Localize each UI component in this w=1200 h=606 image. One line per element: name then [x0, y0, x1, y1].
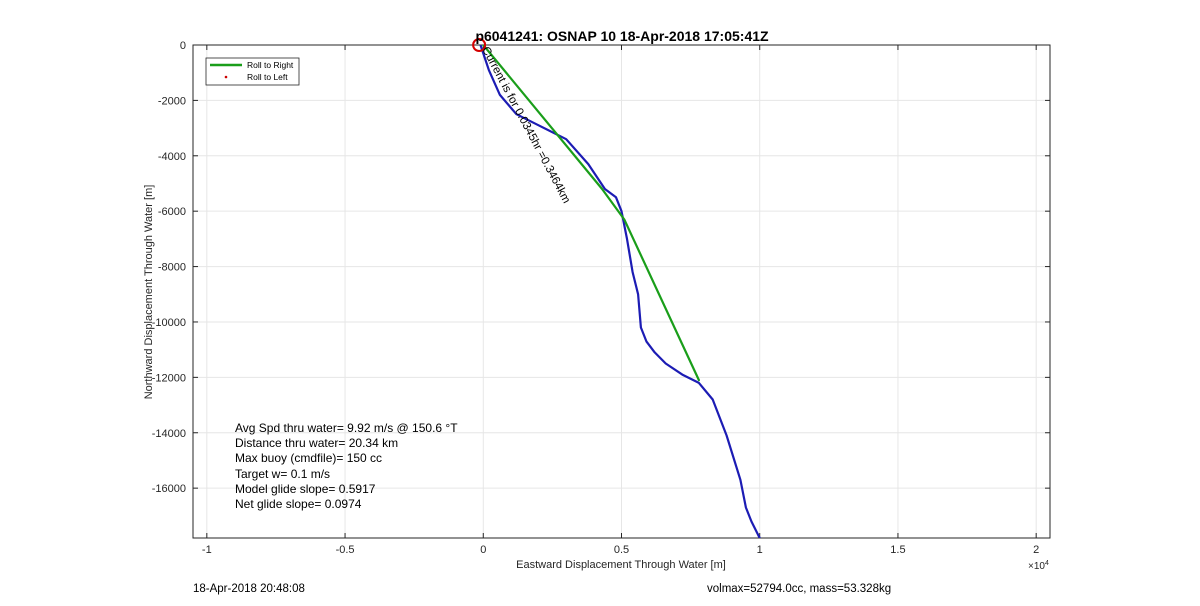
stat-net-glide-slope: Net glide slope= 0.0974 [235, 497, 362, 512]
legend-swatch-roll-to-left [224, 75, 228, 79]
legend-box [205, 57, 300, 86]
y-tick-label: -16000 [152, 483, 186, 495]
x-tick-label: 2 [1033, 544, 1039, 556]
glide-stats: Avg Spd thru water= 9.92 m/s @ 150.6 °T … [235, 421, 458, 512]
y-axis-label: Northward Displacement Through Water [m] [143, 185, 155, 400]
y-tick-label: 0 [180, 40, 186, 52]
stat-max-buoy: Max buoy (cmdfile)= 150 cc [235, 451, 383, 466]
legend-label-roll-to-left: Roll to Left [247, 72, 288, 82]
stat-target-w: Target w= 0.1 m/s [235, 466, 331, 481]
chart-title: p6041241: OSNAP 10 18-Apr-2018 17:05:41Z [475, 28, 769, 44]
x-axis-exponent-base: ×10 [1028, 561, 1045, 572]
grid-lines [193, 44, 1050, 538]
y-tick-label: -2000 [158, 95, 186, 107]
y-tick-label: -8000 [158, 262, 186, 274]
footer-timestamp: 18-Apr-2018 20:48:08 [193, 583, 305, 595]
y-tick-label: -6000 [158, 206, 186, 218]
x-tick-label: -0.5 [336, 544, 355, 556]
legend: Roll to Right Roll to Left [205, 57, 300, 86]
y-tick-label: -14000 [152, 428, 186, 440]
x-tick-label: 0 [480, 544, 486, 556]
y-tick-label: -10000 [152, 317, 186, 329]
y-tick-label: -12000 [152, 372, 186, 384]
series-track-line [479, 45, 761, 538]
x-axis-exponent-power: 4 [1045, 560, 1049, 567]
x-axis-exponent: ×104 [1028, 560, 1049, 572]
footer-volmax-mass: volmax=52794.0cc, mass=53.328kg [707, 583, 892, 595]
axis-ticks: -1 -0.5 0 0.5 1 1.5 2 0 -2000 -4000 -6000 -8000 -100… [152, 40, 1050, 556]
stat-avg-speed: Avg Spd thru water= 9.92 m/s @ 150.6 °T [235, 421, 458, 435]
x-tick-label: -1 [202, 544, 212, 556]
start-position-marker [472, 38, 487, 52]
series-layer [472, 38, 761, 538]
series-clip-group [479, 45, 761, 538]
stat-distance: Distance thru water= 20.34 km [235, 436, 399, 451]
series-roll-to-right-line [482, 45, 701, 382]
x-tick-label: 1.5 [890, 544, 905, 556]
legend-label-roll-to-right: Roll to Right [247, 60, 294, 70]
x-axis-label: Eastward Displacement Through Water [m] [516, 559, 726, 571]
x-tick-label: 0.5 [614, 544, 629, 556]
stat-model-glide-slope: Model glide slope= 0.5917 [235, 481, 376, 496]
y-tick-label: -4000 [158, 151, 186, 163]
x-tick-label: 1 [757, 544, 763, 556]
